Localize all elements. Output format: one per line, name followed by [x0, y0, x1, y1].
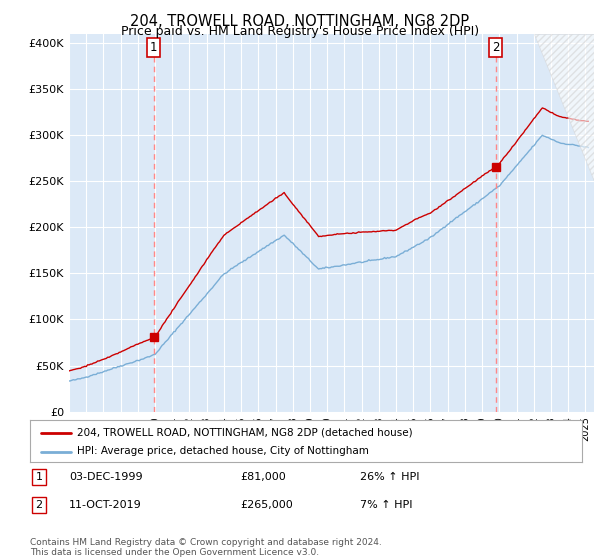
Text: 2: 2 — [35, 500, 43, 510]
Text: Price paid vs. HM Land Registry's House Price Index (HPI): Price paid vs. HM Land Registry's House … — [121, 25, 479, 38]
Text: 03-DEC-1999: 03-DEC-1999 — [69, 472, 143, 482]
Text: 11-OCT-2019: 11-OCT-2019 — [69, 500, 142, 510]
Text: 204, TROWELL ROAD, NOTTINGHAM, NG8 2DP (detached house): 204, TROWELL ROAD, NOTTINGHAM, NG8 2DP (… — [77, 428, 413, 437]
Text: HPI: Average price, detached house, City of Nottingham: HPI: Average price, detached house, City… — [77, 446, 369, 456]
Text: 7% ↑ HPI: 7% ↑ HPI — [360, 500, 413, 510]
Text: 26% ↑ HPI: 26% ↑ HPI — [360, 472, 419, 482]
Text: 2: 2 — [492, 41, 499, 54]
Polygon shape — [534, 34, 594, 181]
Text: 1: 1 — [35, 472, 43, 482]
Text: £265,000: £265,000 — [240, 500, 293, 510]
Text: Contains HM Land Registry data © Crown copyright and database right 2024.
This d: Contains HM Land Registry data © Crown c… — [30, 538, 382, 557]
Text: £81,000: £81,000 — [240, 472, 286, 482]
Text: 204, TROWELL ROAD, NOTTINGHAM, NG8 2DP: 204, TROWELL ROAD, NOTTINGHAM, NG8 2DP — [130, 14, 470, 29]
Text: 1: 1 — [150, 41, 157, 54]
